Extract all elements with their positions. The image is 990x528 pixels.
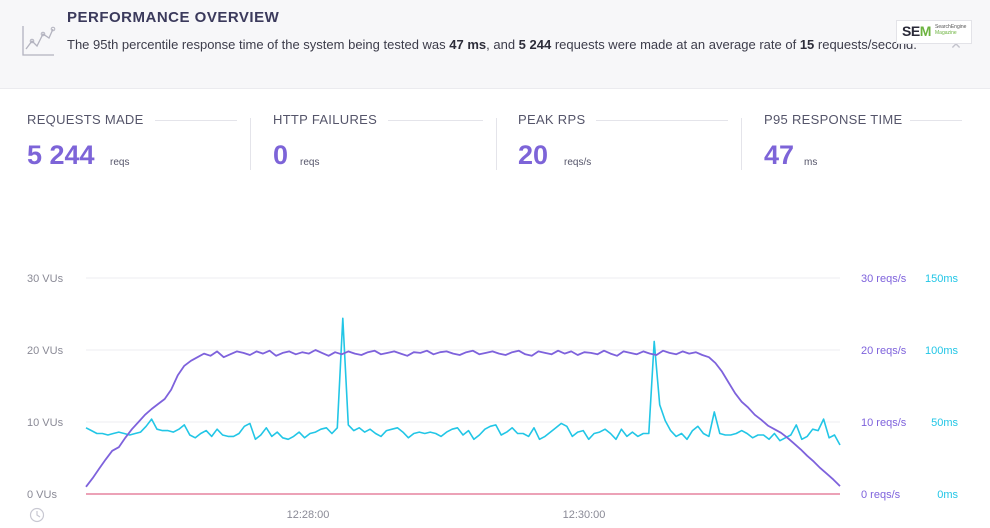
vu-tick-label: 30 VUs (27, 273, 64, 285)
sem-logo: SEM SearchEngine Magazine (896, 20, 972, 44)
summary-suffix: requests/second. (814, 37, 917, 52)
summary-prefix: The 95th percentile response time of the… (67, 37, 450, 52)
time-tick-label: 12:30:00 (563, 509, 606, 521)
stat-http-failures: HTTP FAILURES 0 reqs (273, 110, 483, 170)
stat-requests-made: REQUESTS MADE 5 244 reqs (27, 110, 237, 170)
time-axis: 12:28:00 12:30:00 (287, 509, 606, 521)
stat-divider (250, 118, 251, 170)
vu-tick-label: 20 VUs (27, 345, 64, 357)
stat-unit: ms (804, 157, 818, 168)
summary-p95: 47 ms (449, 37, 487, 52)
stat-unit: reqs (110, 157, 130, 168)
close-icon[interactable]: ✕ (950, 36, 962, 52)
stat-rule (910, 120, 962, 121)
stat-value: 47 (764, 140, 795, 170)
stat-label: HTTP FAILURES (273, 112, 378, 127)
page-title: PERFORMANCE OVERVIEW (67, 9, 280, 26)
rps-ms-axis: 0 reqs/s 0ms 10 reqs/s 50ms 20 reqs/s 100ms 30… (861, 273, 958, 501)
summary-requests: 5 244 (518, 37, 552, 52)
ms-tick-label: 0ms (937, 489, 958, 501)
ms-tick-label: 100ms (925, 345, 959, 357)
stat-label: REQUESTS MADE (27, 112, 144, 127)
stat-label: PEAK RPS (518, 112, 586, 127)
stat-value: 5 244 (27, 140, 95, 170)
stat-value: 0 (273, 140, 289, 170)
rps-tick-label: 30 reqs/s (861, 273, 907, 285)
time-tick-label: 12:28:00 (287, 509, 330, 521)
logo-subtitle: SearchEngine Magazine (935, 24, 967, 36)
stat-value: 20 (518, 140, 549, 170)
performance-summary: The 95th percentile response time of the… (67, 34, 917, 55)
stat-p95-response-time: P95 RESPONSE TIME 47 ms (764, 110, 964, 170)
stat-label: P95 RESPONSE TIME (764, 112, 903, 127)
summary-middle: , and (486, 37, 519, 52)
response-time-line (85, 317, 841, 446)
stat-rule (388, 120, 483, 121)
vus-line (85, 349, 841, 488)
vu-tick-label: 0 VUs (27, 489, 57, 501)
clock-icon (29, 507, 45, 523)
stat-unit: reqs (300, 157, 320, 168)
stat-rule (596, 120, 728, 121)
stat-unit: reqs/s (564, 157, 592, 168)
chart-series (85, 317, 841, 495)
summary-rate: 15 (799, 37, 815, 52)
stat-peak-rps: PEAK RPS 20 reqs/s (518, 110, 728, 170)
stat-divider (496, 118, 497, 170)
logo-mark: SEM (902, 23, 931, 39)
performance-overview-header: PERFORMANCE OVERVIEW The 95th percentile… (0, 0, 990, 89)
ms-tick-label: 150ms (925, 273, 959, 285)
performance-chart: 0 VUs 10 VUs 20 VUs 30 VUs 0 reqs/s 0ms 10 re… (27, 273, 958, 523)
rps-tick-label: 0 reqs/s (861, 489, 901, 501)
vu-tick-label: 10 VUs (27, 417, 64, 429)
stat-rule (155, 120, 237, 121)
stat-divider (741, 118, 742, 170)
chart-grid (86, 277, 840, 495)
rps-tick-label: 10 reqs/s (861, 417, 907, 429)
rps-tick-label: 20 reqs/s (861, 345, 907, 357)
ms-tick-label: 50ms (931, 417, 958, 429)
chart-line-icon (22, 26, 56, 56)
summary-middle2: requests were made at an average rate of (551, 37, 800, 52)
vu-axis: 0 VUs 10 VUs 20 VUs 30 VUs (27, 273, 64, 501)
